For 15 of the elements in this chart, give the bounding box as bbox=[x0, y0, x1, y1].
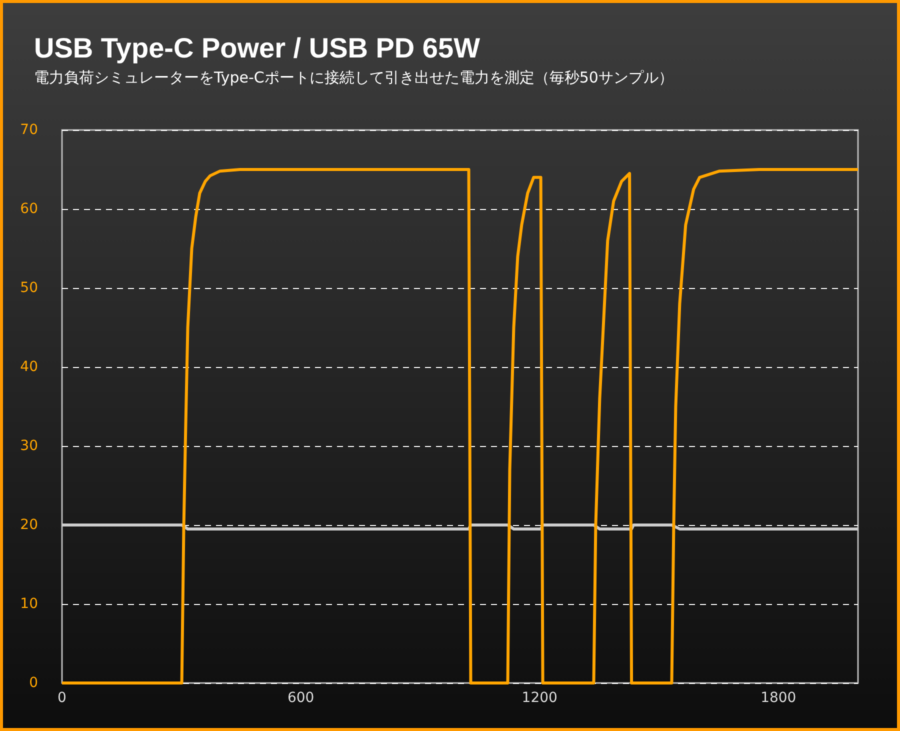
y-tick-label: 20 bbox=[20, 517, 38, 533]
line-series bbox=[60, 168, 860, 684]
y-tick-label: 60 bbox=[20, 201, 38, 217]
y-tick-label: 30 bbox=[20, 438, 38, 454]
y-tick-label: 10 bbox=[20, 596, 38, 612]
x-tick-label: 1200 bbox=[522, 690, 558, 706]
chart-title: USB Type-C Power / USB PD 65W bbox=[34, 32, 481, 64]
y-tick-label: 50 bbox=[20, 280, 38, 296]
x-tick-label: 1800 bbox=[760, 690, 796, 706]
chart-subtitle: 電力負荷シミュレーターをType-Cポートに接続して引き出せた電力を測定（毎秒50サンプル） bbox=[34, 68, 674, 86]
y-tick-label: 70 bbox=[20, 122, 38, 138]
x-tick-label: 0 bbox=[58, 690, 66, 706]
y-tick-label: 40 bbox=[20, 359, 38, 375]
y-tick-label: 0 bbox=[29, 675, 38, 691]
x-tick-label: 600 bbox=[287, 690, 314, 706]
